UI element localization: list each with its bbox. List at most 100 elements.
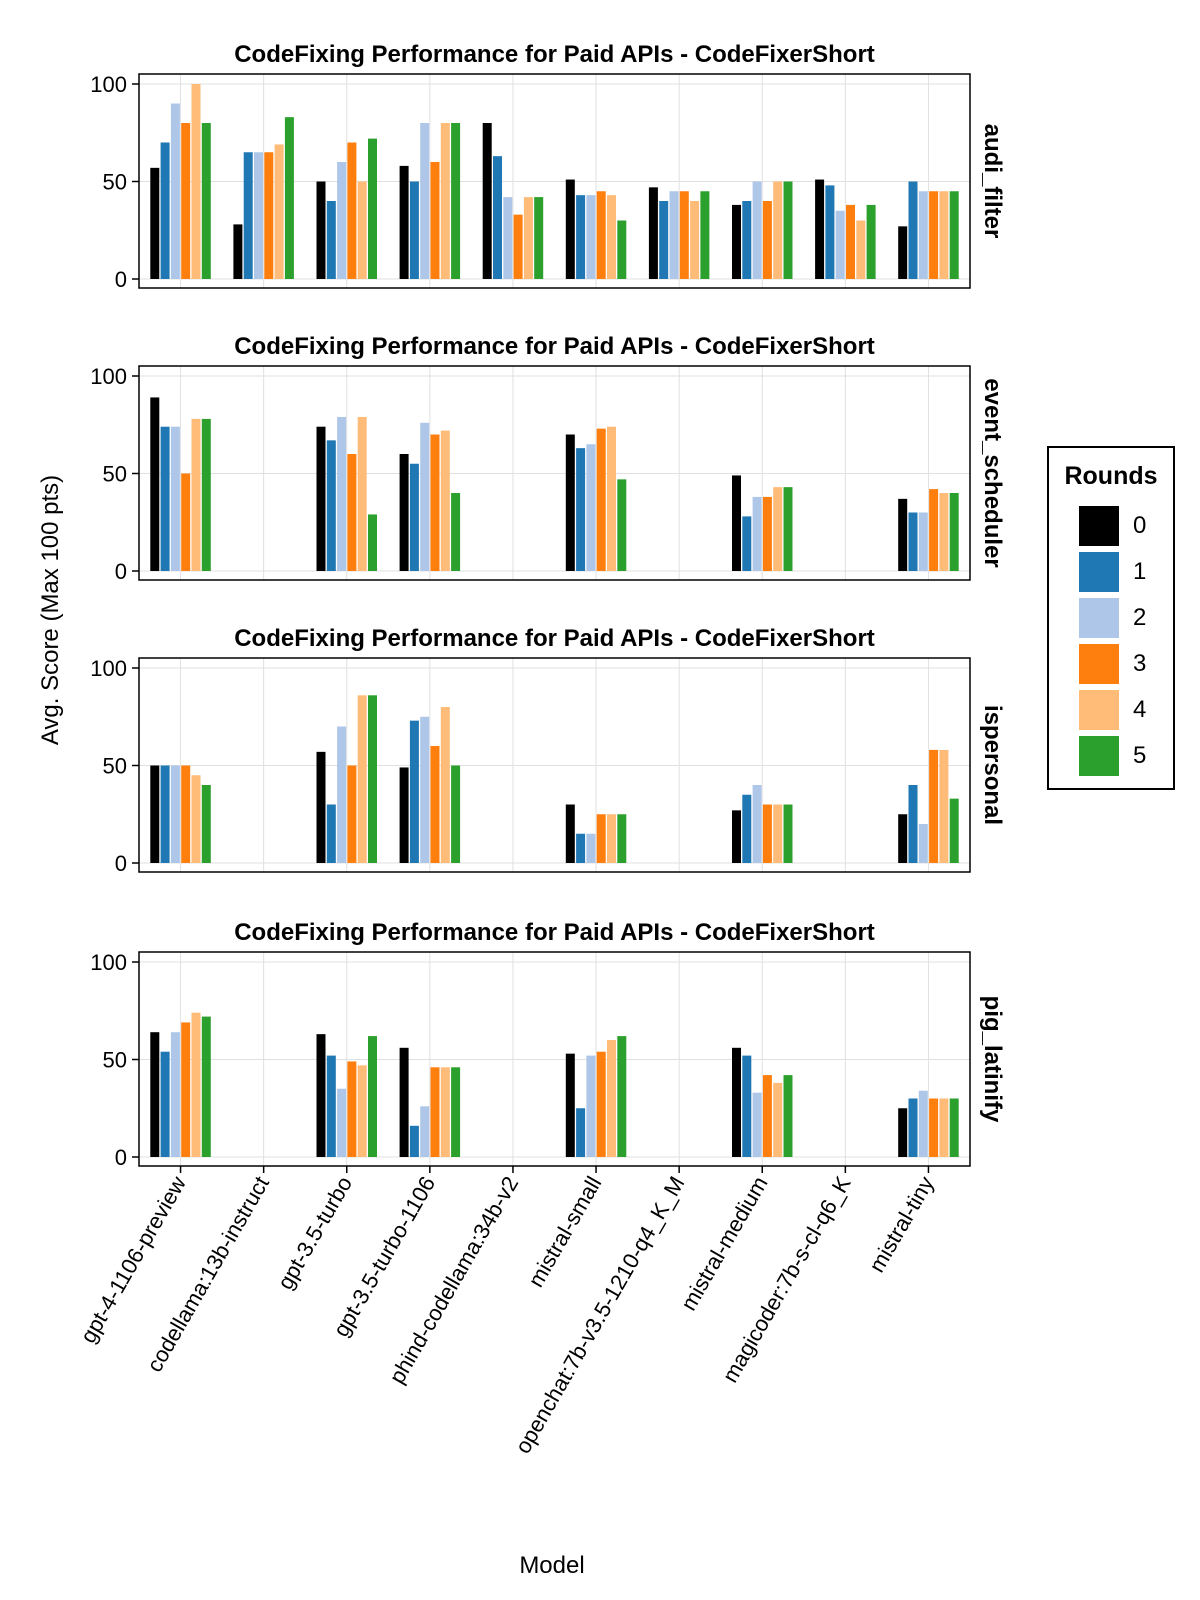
bar-audi_filter-3 xyxy=(762,201,772,279)
bar-ispersonal-0 xyxy=(399,767,409,863)
bar-pig_latinify-1 xyxy=(908,1098,918,1157)
bar-pig_latinify-5 xyxy=(368,1036,377,1157)
bar-ispersonal-5 xyxy=(201,785,211,863)
bar-ispersonal-1 xyxy=(742,794,752,863)
bar-event_scheduler-1 xyxy=(409,463,419,571)
bar-audi_filter-0 xyxy=(898,226,908,279)
bar-event_scheduler-1 xyxy=(742,516,752,571)
bar-pig_latinify-0 xyxy=(150,1032,160,1157)
bar-event_scheduler-0 xyxy=(150,397,160,571)
bar-audi_filter-1 xyxy=(576,195,586,279)
bar-audi_filter-1 xyxy=(326,201,336,279)
bar-pig_latinify-2 xyxy=(918,1090,928,1157)
y-tick-label: 100 xyxy=(90,950,127,975)
bar-ispersonal-0 xyxy=(565,804,575,863)
bar-ispersonal-0 xyxy=(316,751,326,863)
bar-event_scheduler-4 xyxy=(357,416,367,571)
bar-pig_latinify-4 xyxy=(773,1082,783,1157)
bar-pig_latinify-1 xyxy=(576,1108,586,1157)
legend-swatch xyxy=(1079,552,1119,592)
facet-label: event_scheduler xyxy=(979,378,1006,567)
bar-event_scheduler-1 xyxy=(576,448,586,571)
bar-pig_latinify-2 xyxy=(752,1092,762,1157)
bar-ispersonal-4 xyxy=(939,749,949,863)
bar-audi_filter-3 xyxy=(596,191,606,279)
bar-audi_filter-5 xyxy=(451,123,461,279)
bar-ispersonal-3 xyxy=(596,814,606,863)
bar-ispersonal-5 xyxy=(368,695,377,863)
bar-pig_latinify-0 xyxy=(565,1053,575,1157)
bar-event_scheduler-4 xyxy=(607,426,616,571)
bar-event_scheduler-3 xyxy=(347,454,357,571)
x-tick-label: mistral-tiny xyxy=(864,1172,939,1277)
bar-audi_filter-3 xyxy=(347,142,357,279)
bar-ispersonal-3 xyxy=(929,749,939,863)
bar-pig_latinify-2 xyxy=(586,1055,596,1157)
bar-event_scheduler-1 xyxy=(326,440,336,571)
facet-label: pig_latinify xyxy=(979,996,1006,1123)
bar-audi_filter-1 xyxy=(160,142,170,279)
bar-pig_latinify-2 xyxy=(420,1106,430,1157)
bar-audi_filter-2 xyxy=(669,191,679,279)
bar-ispersonal-4 xyxy=(191,775,201,863)
bar-audi_filter-2 xyxy=(503,197,513,279)
bar-ispersonal-2 xyxy=(170,765,180,863)
bar-ispersonal-5 xyxy=(617,814,627,863)
bar-audi_filter-4 xyxy=(856,220,866,279)
panel-frame xyxy=(138,365,971,581)
bar-ispersonal-5 xyxy=(783,804,793,863)
bar-ispersonal-3 xyxy=(347,765,357,863)
bar-audi_filter-4 xyxy=(523,197,533,279)
bar-pig_latinify-0 xyxy=(399,1047,409,1157)
bar-audi_filter-2 xyxy=(918,191,928,279)
bar-event_scheduler-5 xyxy=(368,514,377,571)
legend-title: Rounds xyxy=(1064,462,1158,490)
bar-ispersonal-3 xyxy=(181,765,191,863)
legend-item: 4 xyxy=(1079,690,1169,730)
bar-audi_filter-1 xyxy=(825,185,835,279)
bar-audi_filter-2 xyxy=(586,195,596,279)
bar-event_scheduler-5 xyxy=(617,479,627,571)
bar-pig_latinify-4 xyxy=(440,1067,450,1157)
y-tick-label: 100 xyxy=(90,364,127,389)
bar-audi_filter-1 xyxy=(742,201,752,279)
bar-pig_latinify-3 xyxy=(929,1098,939,1157)
bar-ispersonal-3 xyxy=(762,804,772,863)
bar-event_scheduler-1 xyxy=(160,426,170,571)
bar-audi_filter-2 xyxy=(170,103,180,279)
bar-event_scheduler-3 xyxy=(596,428,606,571)
bar-audi_filter-0 xyxy=(399,165,409,279)
y-tick-label: 50 xyxy=(103,462,127,487)
bar-pig_latinify-4 xyxy=(357,1065,367,1157)
bar-ispersonal-1 xyxy=(326,804,336,863)
bar-event_scheduler-5 xyxy=(949,493,959,571)
bar-event_scheduler-4 xyxy=(773,487,783,571)
bar-audi_filter-2 xyxy=(337,162,347,279)
legend-label: 4 xyxy=(1133,696,1147,723)
bar-ispersonal-4 xyxy=(357,695,367,863)
bar-audi_filter-3 xyxy=(181,123,191,279)
bar-pig_latinify-0 xyxy=(898,1108,908,1157)
x-tick-label: mistral-medium xyxy=(676,1172,773,1315)
bar-ispersonal-4 xyxy=(773,804,783,863)
bar-audi_filter-5 xyxy=(534,197,544,279)
panel-title: CodeFixing Performance for Paid APIs - C… xyxy=(234,41,875,68)
bar-event_scheduler-0 xyxy=(898,498,908,571)
bar-ispersonal-4 xyxy=(607,814,616,863)
bar-event_scheduler-5 xyxy=(783,487,793,571)
x-axis-label: Model xyxy=(519,1552,584,1579)
legend-item: 1 xyxy=(1079,552,1169,592)
bar-ispersonal-3 xyxy=(430,746,440,863)
bar-event_scheduler-5 xyxy=(201,418,211,571)
bar-ispersonal-0 xyxy=(150,765,160,863)
legend-item: 3 xyxy=(1079,644,1169,684)
bar-event_scheduler-3 xyxy=(929,489,939,571)
bar-pig_latinify-4 xyxy=(191,1012,201,1157)
panel-frame xyxy=(138,951,971,1167)
facet-label: ispersonal xyxy=(979,705,1006,825)
bar-ispersonal-1 xyxy=(409,720,419,863)
bar-pig_latinify-1 xyxy=(326,1055,336,1157)
bar-audi_filter-4 xyxy=(274,144,284,279)
bar-audi_filter-4 xyxy=(440,123,450,279)
legend: Rounds 0 1 2 3 4 5 xyxy=(1047,446,1175,790)
